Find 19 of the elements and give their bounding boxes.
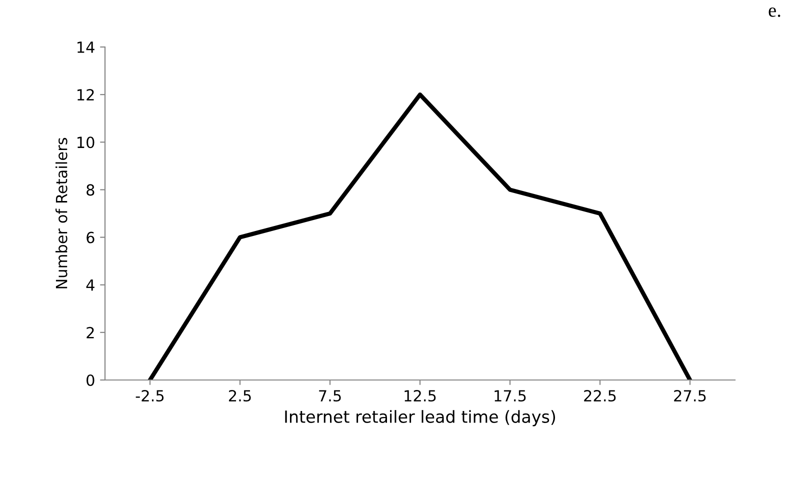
y-tick-label: 2 (86, 326, 94, 338)
x-tick-label: 22.5 (584, 390, 616, 402)
x-tick-label: 27.5 (674, 390, 706, 402)
y-tick-label: 10 (78, 136, 94, 148)
y-tick-label: 12 (78, 89, 94, 100)
y-axis-title: Number of Retailers (55, 138, 68, 288)
x-tick-label: 12.5 (404, 390, 436, 402)
line-series (148, 92, 692, 380)
y-tick-label: 14 (78, 42, 94, 53)
x-tick-label: 7.5 (319, 390, 341, 402)
x-tick-label: 17.5 (494, 390, 526, 402)
x-tick-label: 2.5 (228, 390, 251, 402)
y-tick-label: 0 (86, 374, 94, 386)
y-tick-label: 4 (86, 280, 94, 291)
y-tick-label: 8 (86, 184, 94, 196)
x-tick-label: -2.5 (136, 390, 164, 402)
text: e. (768, 8, 780, 17)
x-axis-title: Internet retailer lead time (days) (285, 410, 556, 426)
y-tick-label: 6 (86, 232, 94, 244)
